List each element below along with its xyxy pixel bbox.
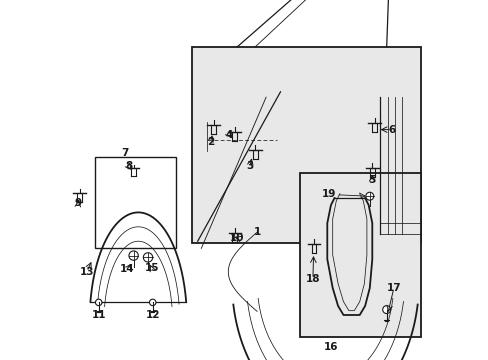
Text: 8: 8 xyxy=(125,161,132,171)
Circle shape xyxy=(149,299,156,306)
Text: 17: 17 xyxy=(386,283,400,293)
Text: 19: 19 xyxy=(321,189,336,199)
Text: 18: 18 xyxy=(305,274,320,284)
Text: 12: 12 xyxy=(145,310,160,320)
Bar xyxy=(192,47,420,243)
Text: 1: 1 xyxy=(253,227,260,237)
Text: 13: 13 xyxy=(80,267,94,277)
Text: 7: 7 xyxy=(121,148,128,158)
Text: 10: 10 xyxy=(229,233,244,243)
Circle shape xyxy=(129,251,138,260)
Circle shape xyxy=(95,299,102,306)
Text: 15: 15 xyxy=(144,263,159,273)
Text: 14: 14 xyxy=(120,264,135,274)
Circle shape xyxy=(143,253,152,262)
Text: 11: 11 xyxy=(91,310,106,320)
Text: 16: 16 xyxy=(323,342,338,352)
Text: 6: 6 xyxy=(387,125,395,135)
Circle shape xyxy=(365,192,373,200)
Bar xyxy=(95,157,176,248)
Text: 3: 3 xyxy=(246,161,253,171)
Text: 2: 2 xyxy=(206,137,213,147)
Text: 4: 4 xyxy=(225,130,233,140)
Text: 5: 5 xyxy=(368,175,375,185)
Bar xyxy=(300,173,420,337)
Text: 9: 9 xyxy=(75,198,81,208)
Circle shape xyxy=(382,306,390,314)
